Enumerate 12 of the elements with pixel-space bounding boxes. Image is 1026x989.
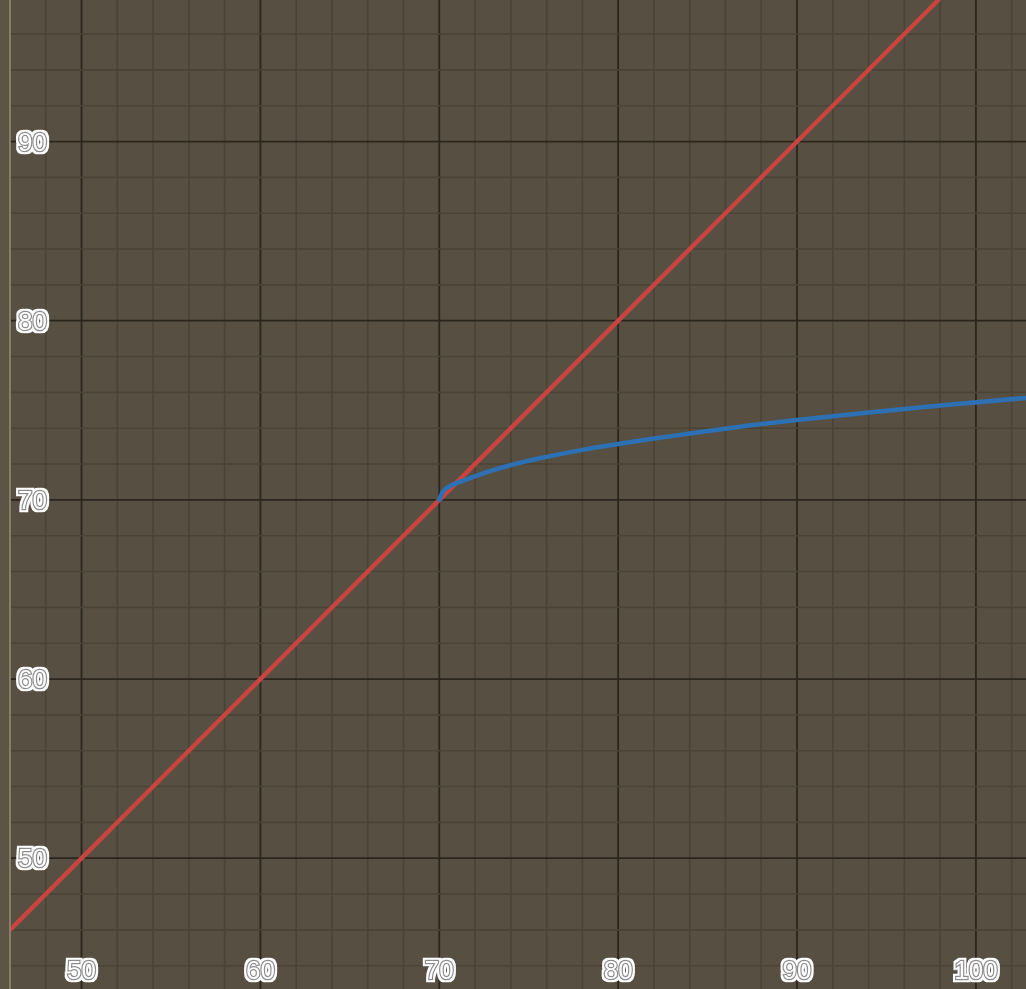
y-tick-label: 90 bbox=[18, 126, 47, 157]
x-tick-label: 90 bbox=[782, 955, 812, 985]
y-tick-label: 70 bbox=[18, 484, 47, 515]
x-tick-label: 70 bbox=[424, 955, 454, 985]
x-tick-label: 50 bbox=[67, 955, 97, 985]
x-tick-label: 60 bbox=[245, 955, 275, 985]
x-tick-label: 80 bbox=[603, 955, 633, 985]
y-tick-label: 80 bbox=[18, 305, 47, 336]
x-tick-label: 100 bbox=[954, 955, 998, 985]
line-series bbox=[437, 395, 1026, 503]
y-tick-label: 50 bbox=[18, 843, 47, 874]
y-tick-label: 60 bbox=[18, 664, 47, 695]
